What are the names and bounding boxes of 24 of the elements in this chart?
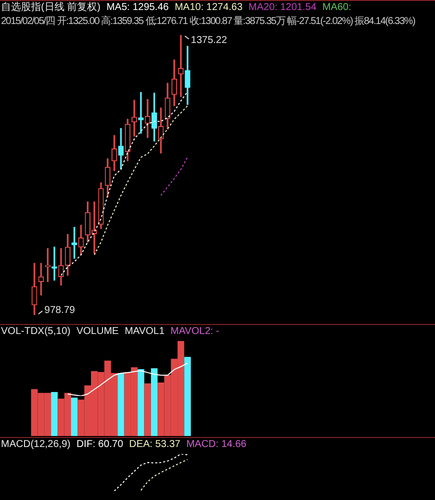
text: MA5: 1295.46 bbox=[106, 1, 169, 15]
bar bbox=[51, 392, 58, 436]
text: MA10: 1274.63 bbox=[174, 1, 243, 15]
chart-title: MACD(12,26,9) bbox=[1, 438, 70, 452]
series-label: DEA: 53.37 bbox=[129, 438, 180, 452]
text: MAVOL2: - bbox=[170, 325, 220, 339]
chart-title: VOL-TDX(5,10) bbox=[1, 325, 70, 339]
text: MACD: 14.66 bbox=[186, 438, 246, 452]
chart-subtitle: 2015/02/05/四 开:1325.00 高:1359.35 低:1276.71 收:1300.87 量:3875.35万 幅-27.51(-2.02%) 振84.14(6.33%) bbox=[0, 15, 416, 29]
legend-label: MA60: bbox=[322, 1, 352, 15]
bar bbox=[144, 383, 151, 436]
bar bbox=[71, 398, 78, 436]
text: 1375.22 bbox=[190, 34, 228, 46]
chart-title: 自选股指(日线 前复权) bbox=[1, 1, 100, 15]
bar bbox=[184, 356, 191, 436]
candlestick bbox=[38, 262, 44, 296]
bar bbox=[118, 372, 124, 436]
text: VOLUME bbox=[76, 325, 119, 339]
bar bbox=[150, 368, 158, 436]
text: MAVOL1 bbox=[124, 325, 165, 339]
bar bbox=[138, 369, 144, 436]
annotation: 978.79 bbox=[44, 304, 76, 316]
text: MA20: 1201.54 bbox=[248, 1, 316, 15]
text: DIF: 60.70 bbox=[76, 438, 124, 452]
